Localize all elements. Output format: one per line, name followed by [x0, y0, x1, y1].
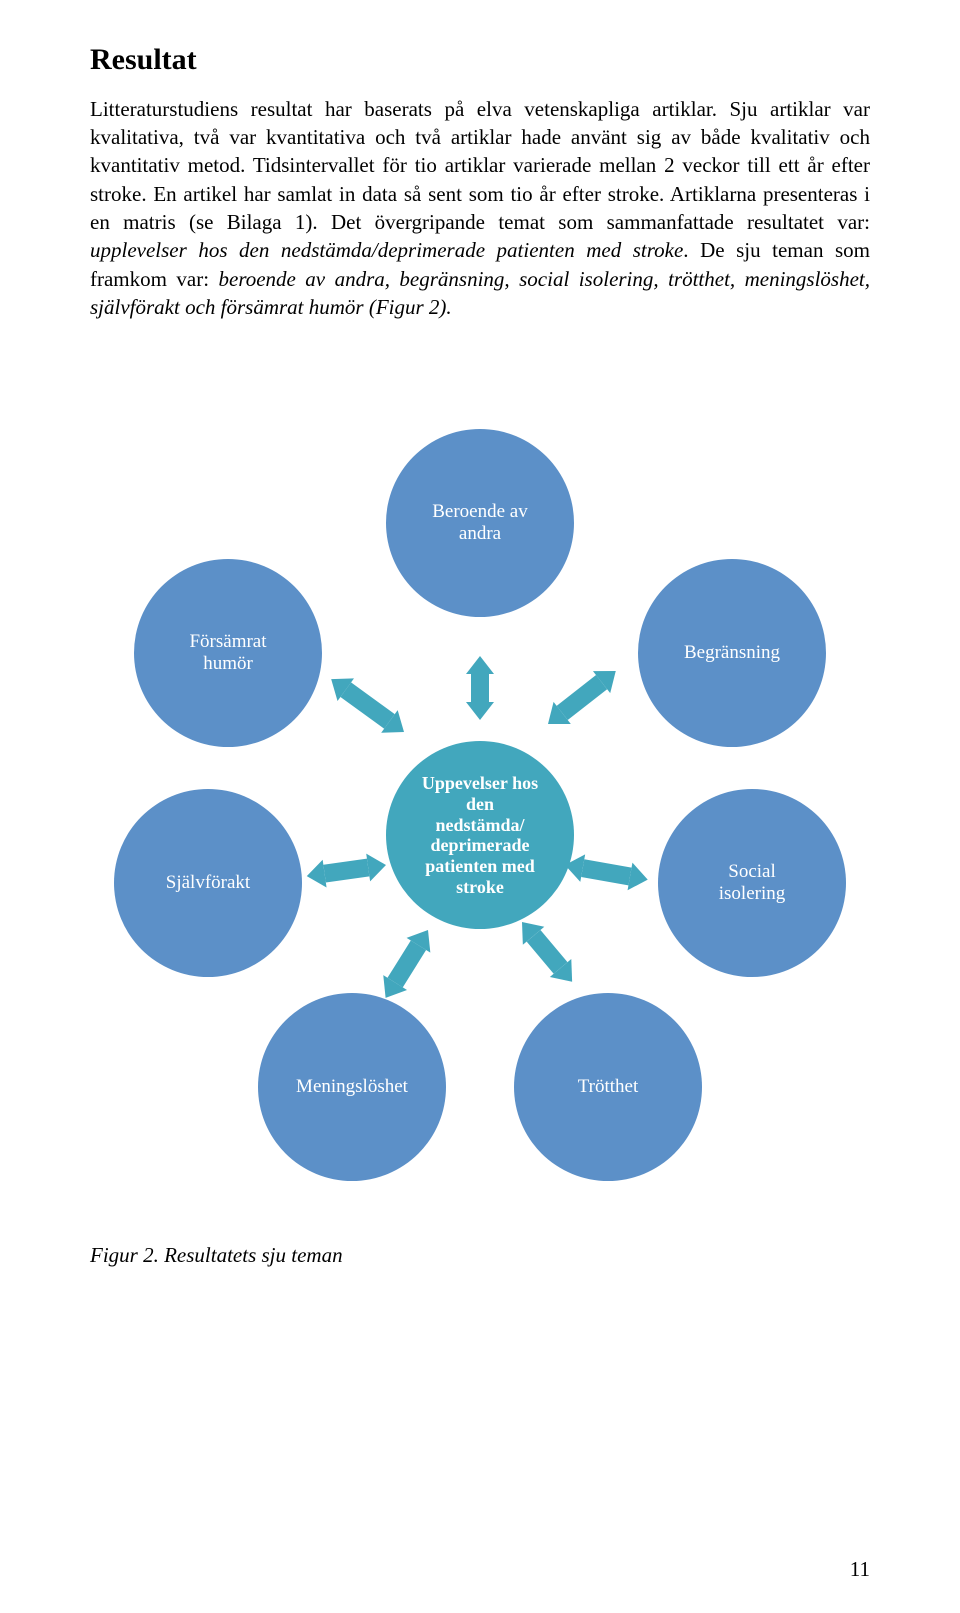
theme-node-meningslos: Meningslöshet [258, 993, 446, 1181]
theme-node-trotthet: Trötthet [514, 993, 702, 1181]
diagram-arrow [563, 856, 649, 888]
page-number: 11 [850, 1555, 870, 1583]
theme-node-center: Uppevelser hos den nedstämda/ deprimerad… [386, 741, 574, 929]
diagram-arrow [378, 925, 436, 1002]
section-heading: Resultat [90, 40, 870, 81]
body-paragraph: Litteraturstudiens resultat har baserats… [90, 95, 870, 322]
theme-node-beroende: Beroende av andra [386, 429, 574, 617]
theme-node-begransning: Begränsning [638, 559, 826, 747]
theme-node-social: Social isolering [658, 789, 846, 977]
theme-node-humor: Försämrat humör [134, 559, 322, 747]
para-text-1: Litteraturstudiens resultat har baserats… [90, 97, 870, 234]
figure-caption: Figur 2. Resultatets sju teman [90, 1241, 870, 1269]
para-italic-1: upplevelser hos den nedstämda/deprimerad… [90, 238, 683, 262]
theme-node-sjalvforakt: Självförakt [114, 789, 302, 977]
themes-diagram: Beroende av andra Begränsning Social isole… [90, 401, 870, 1201]
diagram-arrow [471, 656, 489, 720]
diagram-arrow [306, 856, 388, 885]
diagram-arrow [515, 916, 579, 987]
diagram-arrow [542, 664, 621, 731]
diagram-arrow [326, 672, 409, 739]
